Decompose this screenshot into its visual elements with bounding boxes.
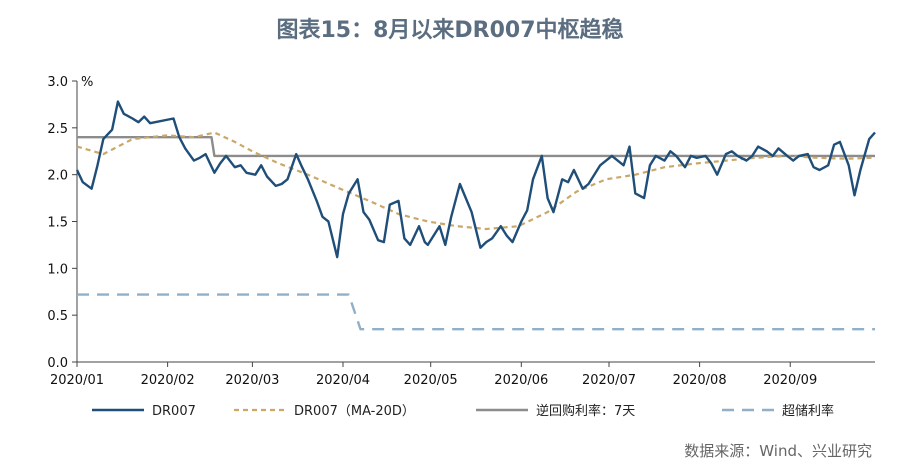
legend-label-2: 逆回购利率：7天: [536, 403, 635, 419]
legend: DR007 DR007（MA-20D） 逆回购利率：7天 超储利率: [92, 403, 834, 419]
series-line-0: [75, 100, 876, 259]
legend-label-3: 超储利率: [782, 403, 834, 419]
x-tick-label: 2020/03: [225, 373, 279, 388]
source-note: 数据来源：Wind、兴业研究: [684, 442, 872, 460]
chart-title: 图表15：8月以来DR007中枢趋稳: [276, 18, 624, 43]
y-tick-label: 3.0: [47, 75, 68, 90]
x-tick-label: 2020/08: [673, 373, 727, 388]
legend-label-1: DR007（MA-20D）: [294, 404, 415, 419]
y-tick-label: 0.0: [47, 356, 68, 371]
legend-label-0: DR007: [152, 404, 196, 419]
y-tick-label: 2.0: [47, 169, 68, 184]
y-tick-label: 1.5: [47, 216, 68, 231]
series-line-1: [76, 131, 876, 231]
series-layer: [75, 100, 876, 331]
x-tick-label: 2020/06: [494, 373, 548, 388]
y-tick-label: 0.5: [47, 309, 68, 324]
x-tick-label: 2020/07: [582, 373, 636, 388]
axes: 0.0 0.5 1.0 1.5 2.0 2.5 3.0 % 2020/01 2020/02 2020…: [47, 75, 875, 388]
y-unit-label: %: [81, 75, 93, 90]
series-line-3: [77, 293, 875, 331]
y-tick-label: 1.0: [47, 262, 68, 277]
x-tick-label: 2020/02: [141, 373, 195, 388]
x-tick-label: 2020/04: [316, 373, 370, 388]
x-tick-label: 2020/09: [763, 373, 817, 388]
x-tick-label: 2020/05: [404, 373, 458, 388]
x-tick-label: 2020/01: [50, 373, 104, 388]
y-tick-label: 2.5: [47, 122, 68, 137]
